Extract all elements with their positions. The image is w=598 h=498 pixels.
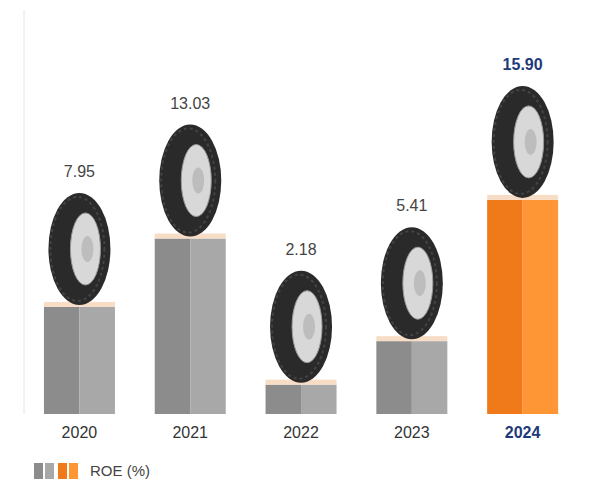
svg-text:7.95: 7.95 xyxy=(64,163,95,180)
svg-text:2020: 2020 xyxy=(62,424,98,441)
svg-text:2024: 2024 xyxy=(505,424,541,441)
html-text:ROE (%): ROE (%) xyxy=(90,462,150,479)
svg-text:5.41: 5.41 xyxy=(396,197,427,214)
svg-text:13.03: 13.03 xyxy=(170,95,210,112)
svg-text:15.90: 15.90 xyxy=(503,56,543,73)
svg-text:2021: 2021 xyxy=(172,424,208,441)
svg-text:2023: 2023 xyxy=(394,424,430,441)
svg-text:2.18: 2.18 xyxy=(285,241,316,258)
svg-text:2022: 2022 xyxy=(283,424,319,441)
